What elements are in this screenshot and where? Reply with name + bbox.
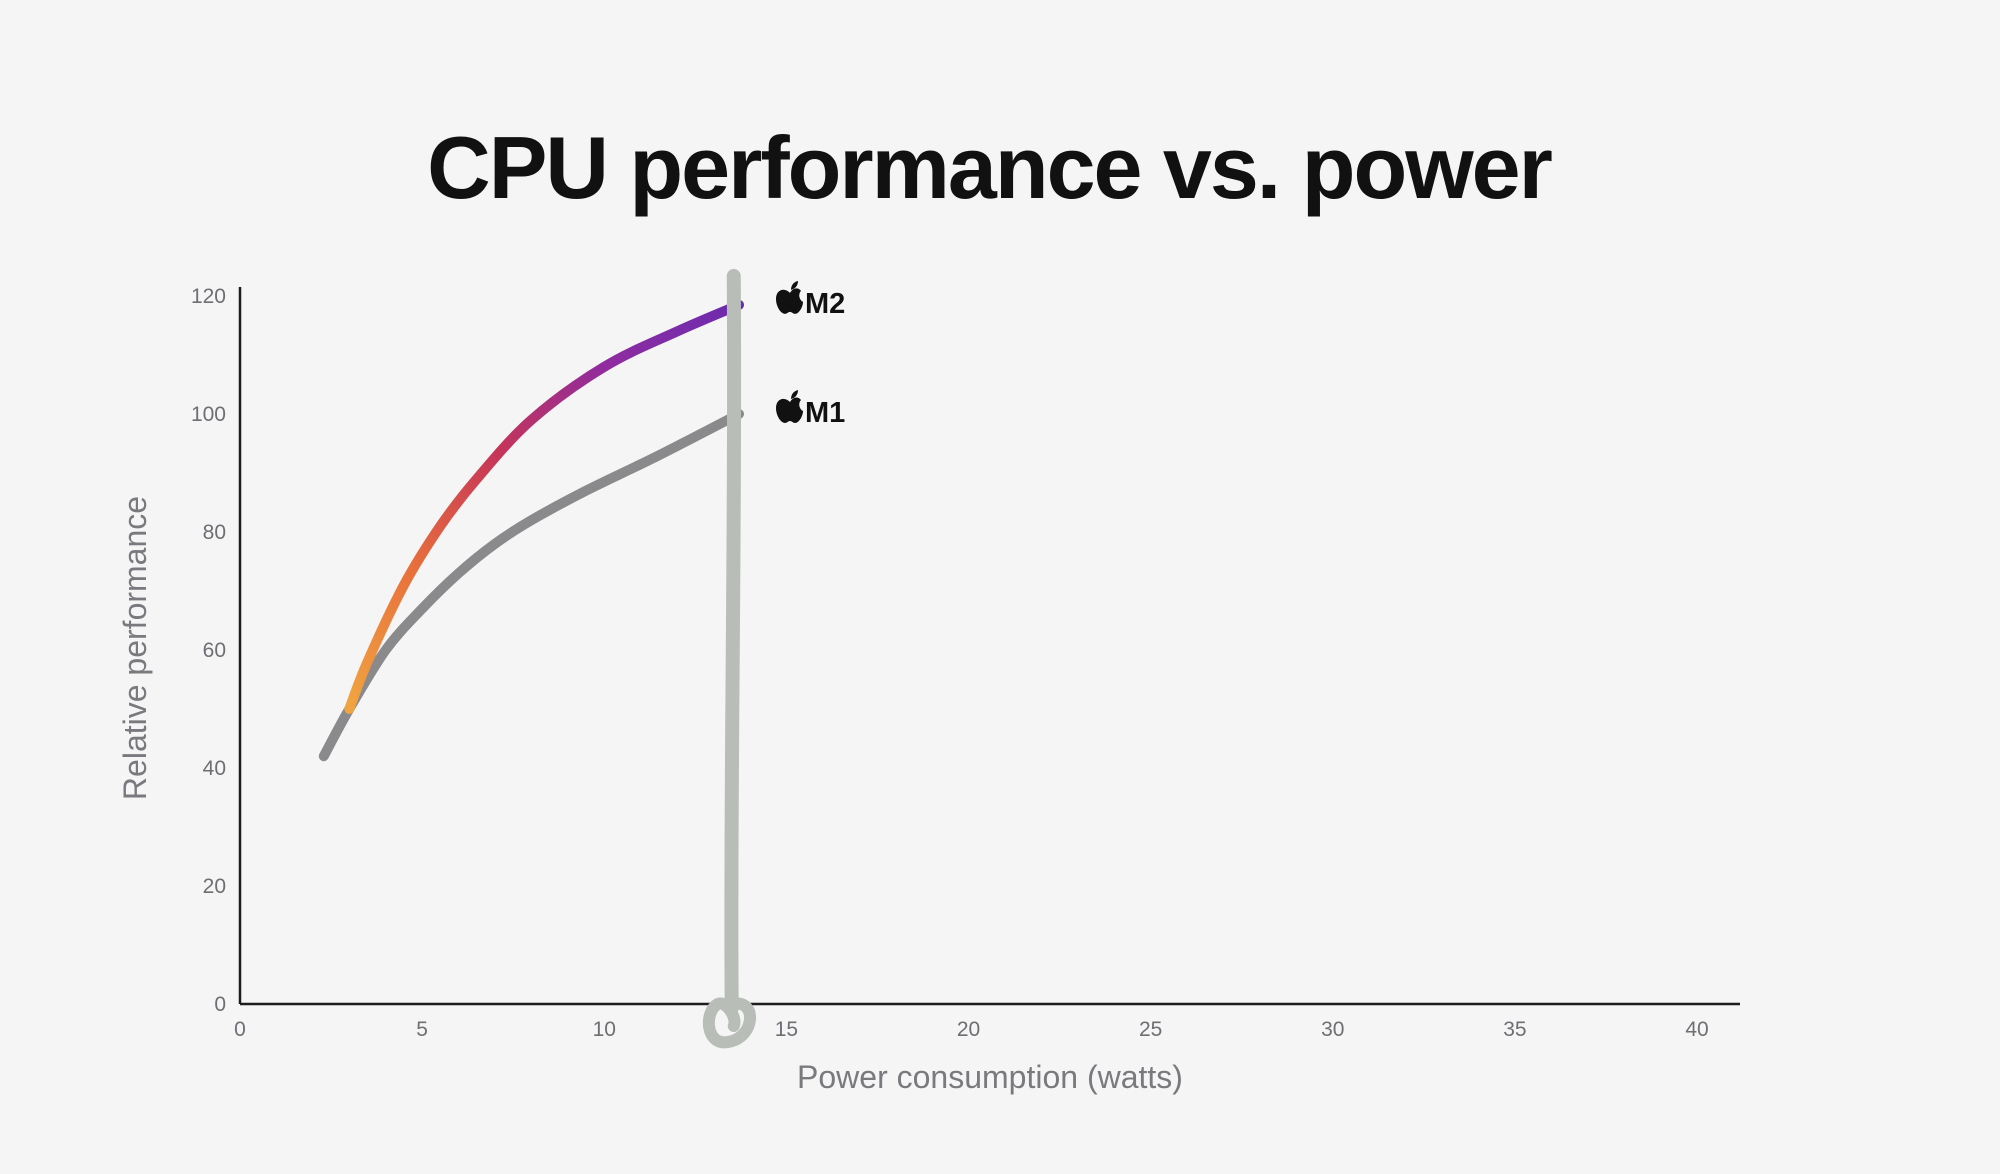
x-tick-label: 40 bbox=[1685, 1018, 1708, 1041]
x-tick-label: 30 bbox=[1321, 1018, 1344, 1041]
y-tick-label: 20 bbox=[203, 875, 226, 898]
apple-icon bbox=[776, 280, 803, 314]
y-tick-label: 120 bbox=[191, 285, 226, 308]
x-tick-label: 5 bbox=[416, 1018, 428, 1041]
x-tick-label: 20 bbox=[957, 1018, 980, 1041]
series-label-m2: M2 bbox=[805, 288, 845, 320]
series-line-m1 bbox=[318, 409, 744, 762]
y-tick-label: 100 bbox=[191, 403, 226, 426]
apple-logo-body bbox=[776, 397, 803, 423]
series-line-m2 bbox=[344, 299, 744, 714]
x-axis-title: Power consumption (watts) bbox=[797, 1059, 1183, 1095]
chart-title: CPU performance vs. power bbox=[427, 118, 1553, 217]
label-layer: M2 M1 bbox=[776, 280, 845, 429]
x-tick-label: 35 bbox=[1503, 1018, 1526, 1041]
apple-icon bbox=[776, 390, 803, 423]
apple-logo-body bbox=[776, 288, 803, 314]
x-tick-label: 25 bbox=[1139, 1018, 1162, 1041]
annotation-marker-loop bbox=[702, 997, 756, 1049]
marker-layer bbox=[702, 269, 756, 1049]
axes-layer: 0 5 10 15 20 25 30 35 40 0 20 40 60 80 100 120 Power con… bbox=[117, 285, 1740, 1095]
series-label-m1: M1 bbox=[805, 397, 845, 429]
y-tick-label: 0 bbox=[214, 993, 226, 1016]
x-tick-label: 10 bbox=[593, 1018, 616, 1041]
apple-logo-leaf bbox=[791, 390, 798, 399]
x-tick-label: 15 bbox=[775, 1018, 798, 1041]
series-layer bbox=[318, 299, 744, 762]
y-tick-label: 40 bbox=[203, 757, 226, 780]
annotation-marker-line bbox=[724, 269, 742, 1015]
y-tick-label: 60 bbox=[203, 639, 226, 662]
y-tick-label: 80 bbox=[203, 521, 226, 544]
apple-logo-leaf bbox=[791, 280, 798, 290]
x-tick-label: 0 bbox=[234, 1018, 246, 1041]
y-axis-title: Relative performance bbox=[117, 496, 153, 800]
